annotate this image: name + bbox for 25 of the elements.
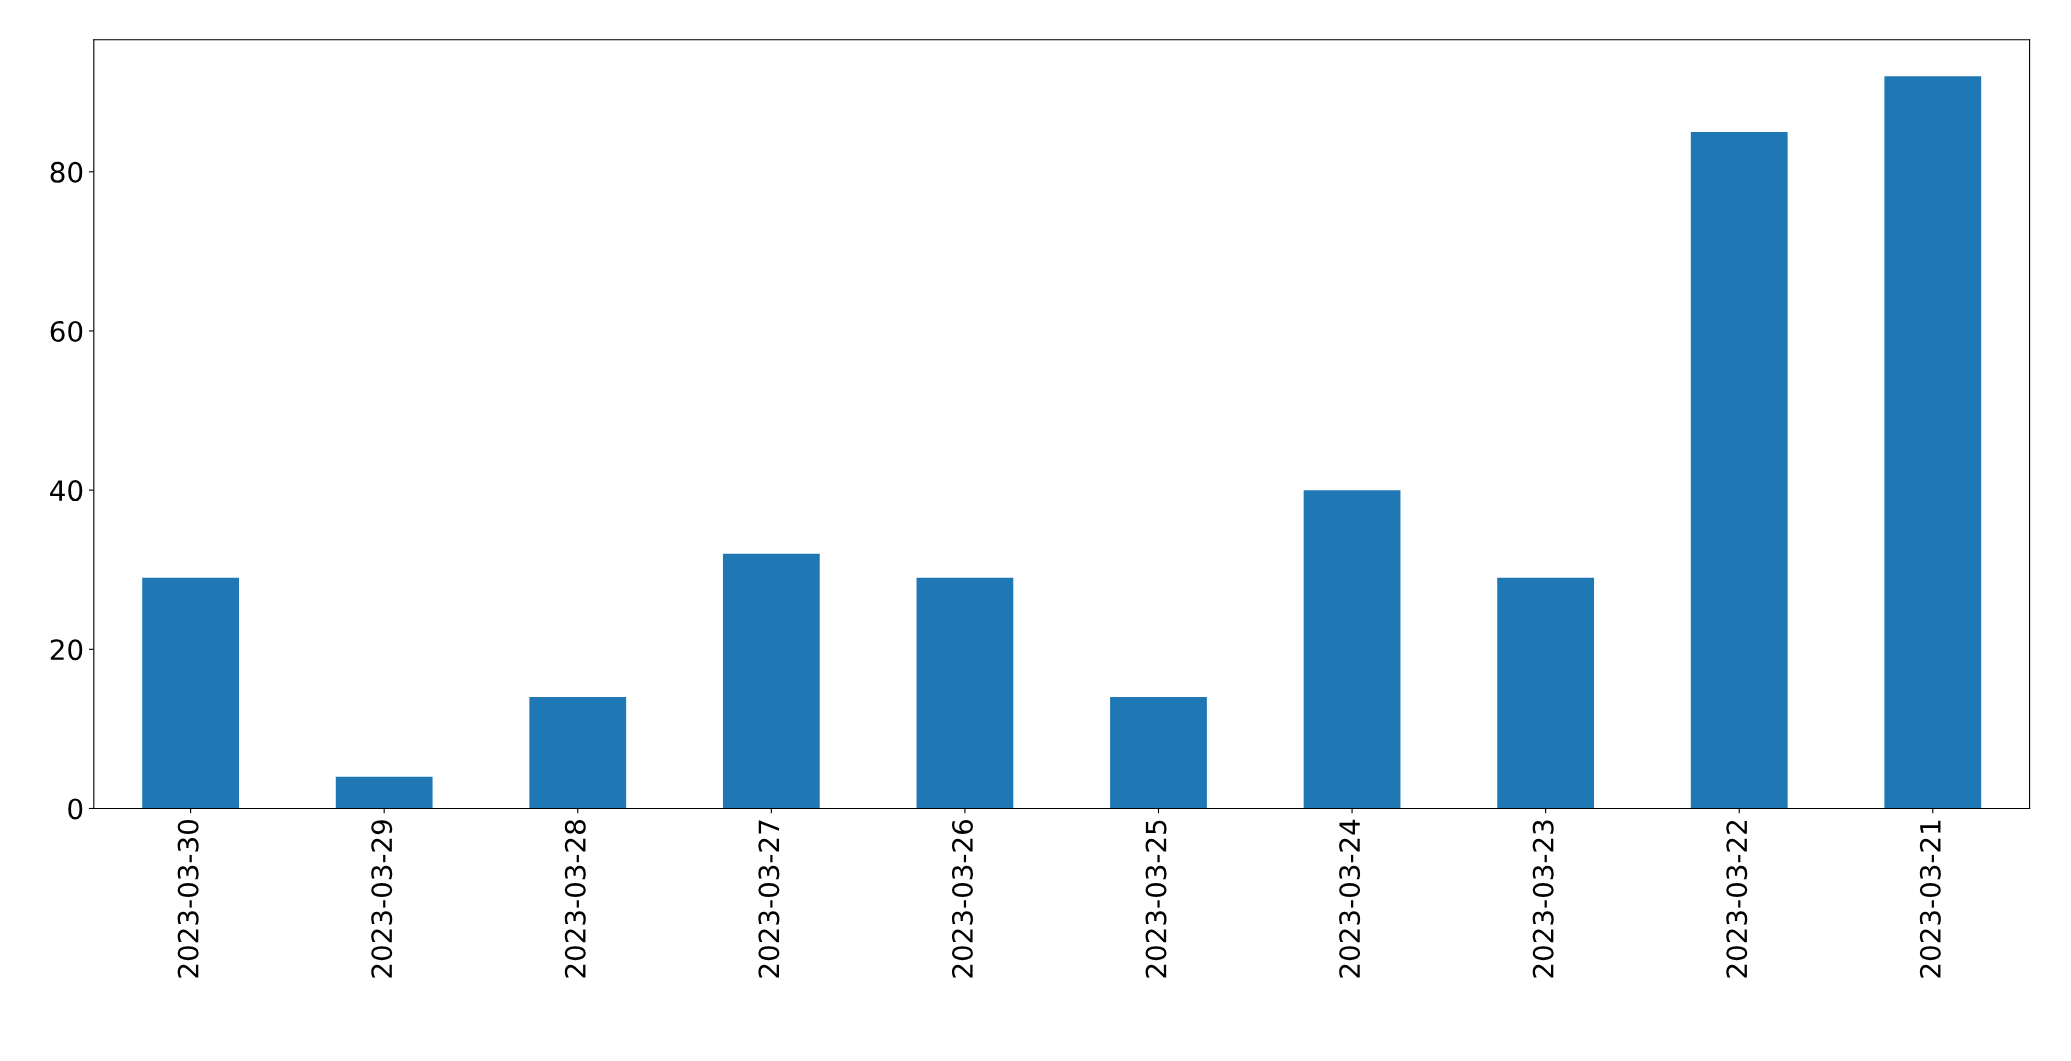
x-tick-label: 2023-03-28 [564,820,586,978]
y-tick-label: 20 [50,639,83,661]
y-tick-label: 60 [50,320,83,342]
bar [142,577,239,809]
bar [916,577,1014,809]
x-tick-label: 2023-03-24 [1339,819,1361,978]
x-tick-label: 2023-03-25 [1145,820,1167,978]
bar [1303,490,1401,809]
y-tick-label: 0 [68,798,83,820]
bar [722,553,820,809]
bar [1497,577,1595,809]
bar [1110,697,1207,809]
y-tick-label: 40 [50,480,83,502]
bar [529,697,627,809]
bar [1690,132,1788,809]
x-tick-label: 2023-03-21 [1919,820,1941,978]
x-tick-label: 2023-03-23 [1532,820,1554,978]
y-tick-label: 80 [50,161,83,183]
x-tick-label: 2023-03-29 [371,820,393,978]
x-tick-label: 2023-03-26 [951,819,973,978]
bar [335,776,433,809]
bar [1884,76,1982,809]
x-tick-label: 2023-03-30 [177,820,199,978]
x-tick-label: 2023-03-27 [758,820,780,978]
x-tick-label: 2023-03-22 [1726,820,1748,978]
